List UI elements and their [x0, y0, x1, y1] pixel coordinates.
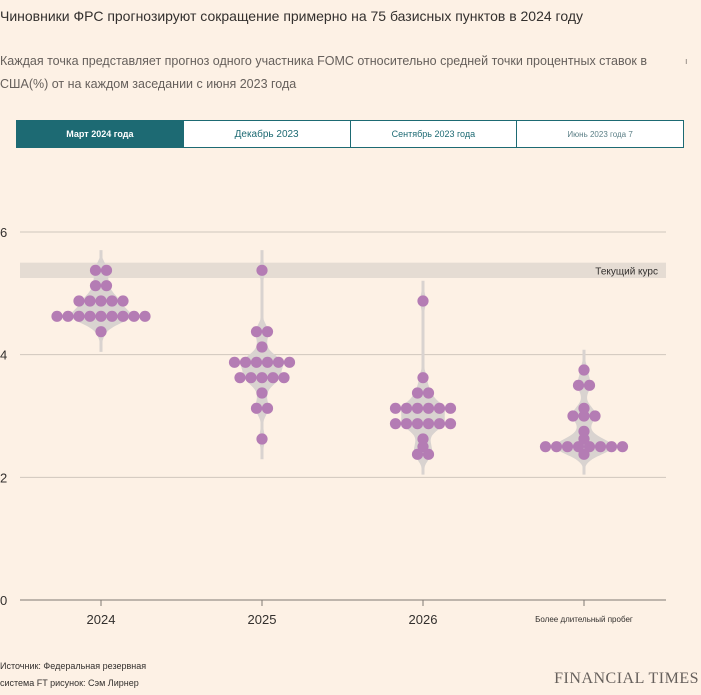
- data-dot: [51, 310, 63, 322]
- data-dot: [261, 356, 274, 368]
- data-dot: [139, 310, 151, 322]
- data-dot: [561, 441, 574, 453]
- x-tick-label: 2025: [248, 612, 277, 627]
- y-tick-label: 0: [0, 593, 7, 608]
- data-dot: [589, 410, 601, 422]
- data-dot: [583, 379, 596, 391]
- data-dot: [62, 310, 74, 322]
- y-tick-label: 2: [0, 470, 7, 485]
- data-dot: [444, 418, 457, 430]
- data-dot: [594, 441, 607, 453]
- data-dot: [272, 356, 285, 368]
- data-dot: [400, 402, 413, 414]
- data-dot: [250, 402, 263, 414]
- data-dot: [578, 448, 590, 460]
- current-rate-band: [20, 262, 666, 278]
- data-dot: [567, 410, 579, 422]
- x-tick-label: 2026: [409, 612, 438, 627]
- tab-march-2024[interactable]: Март 2024 года: [16, 120, 184, 148]
- data-dot: [250, 326, 263, 338]
- data-dot: [444, 402, 457, 414]
- chart-title: Чиновники ФРС прогнозируют сокращение пр…: [0, 8, 583, 24]
- subtitle-mark: ı: [685, 56, 688, 66]
- data-dot: [261, 402, 274, 414]
- chart-subtitle: Каждая точка представляет прогноз одного…: [0, 54, 647, 91]
- data-dot: [422, 448, 435, 460]
- dot-plot-chart: 0 2 4 6 Текущий курс 2024 2025 2026 Более длител…: [0, 225, 666, 627]
- x-tick-label: 2024: [87, 612, 116, 627]
- x-tick-label: Более длительный пробег: [535, 615, 633, 624]
- violin-shape: [240, 250, 284, 460]
- data-dot: [389, 418, 402, 430]
- data-dot: [256, 387, 268, 399]
- source-line-1: Источник: Федеральная резервная: [0, 661, 147, 671]
- data-dot: [267, 372, 279, 384]
- data-dot: [95, 295, 107, 307]
- data-dot: [411, 418, 424, 430]
- data-dot: [95, 326, 107, 338]
- tab-june-2023[interactable]: Июнь 2023 года 7: [517, 120, 684, 148]
- data-dot: [278, 372, 290, 384]
- data-dot: [73, 310, 85, 322]
- data-dot: [422, 402, 435, 414]
- data-dot: [117, 310, 129, 322]
- data-dot: [245, 372, 257, 384]
- data-dot: [433, 418, 446, 430]
- data-dot: [283, 356, 296, 368]
- data-dot: [100, 264, 113, 276]
- data-dot: [256, 433, 268, 445]
- data-dot: [256, 372, 268, 384]
- data-dot: [84, 310, 96, 322]
- current-rate-label: Текущий курс: [595, 266, 658, 277]
- ft-logo: FINANCIAL TIMES: [554, 670, 699, 687]
- data-dot: [234, 372, 246, 384]
- data-dot: [256, 264, 268, 276]
- source-line-2: система FT рисунок: Сэм Лирнер: [0, 678, 139, 688]
- data-dot: [411, 387, 424, 399]
- data-dot: [539, 441, 552, 453]
- data-dot: [422, 387, 435, 399]
- data-dot: [417, 295, 429, 307]
- data-dot: [256, 341, 268, 353]
- data-dot: [73, 295, 85, 307]
- data-dot: [261, 326, 274, 338]
- data-dot: [411, 448, 424, 460]
- tab-bar: Март 2024 года Декабрь 2023 Сентябрь 202…: [16, 120, 684, 148]
- data-dot: [616, 441, 629, 453]
- data-dot: [578, 364, 590, 376]
- data-dot: [250, 356, 263, 368]
- data-dot: [578, 410, 590, 422]
- data-dot: [400, 418, 413, 430]
- data-dot: [578, 425, 590, 437]
- data-dot: [422, 418, 435, 430]
- data-dot: [117, 295, 129, 307]
- tab-september-2023[interactable]: Сентябрь 2023 года: [350, 120, 518, 148]
- data-dot: [84, 295, 96, 307]
- data-dot: [89, 264, 102, 276]
- data-dot: [95, 310, 107, 322]
- data-dot: [417, 372, 429, 384]
- data-dot: [578, 402, 590, 414]
- data-dot: [106, 295, 118, 307]
- data-dot: [411, 402, 424, 414]
- data-dot: [572, 379, 585, 391]
- data-dot: [239, 356, 252, 368]
- data-dot: [106, 310, 118, 322]
- data-dot: [128, 310, 140, 322]
- y-tick-label: 4: [0, 348, 7, 363]
- tab-december-2023[interactable]: Декабрь 2023: [183, 120, 351, 148]
- y-tick-label: 6: [0, 225, 7, 240]
- data-dot: [100, 280, 113, 292]
- data-dot: [228, 356, 241, 368]
- source-note: Источник: Федеральная резервная система …: [0, 658, 146, 692]
- data-dot: [433, 402, 446, 414]
- data-dot: [89, 280, 102, 292]
- data-dot: [550, 441, 563, 453]
- data-dot: [417, 433, 429, 445]
- data-dot: [605, 441, 618, 453]
- data-dot: [389, 402, 402, 414]
